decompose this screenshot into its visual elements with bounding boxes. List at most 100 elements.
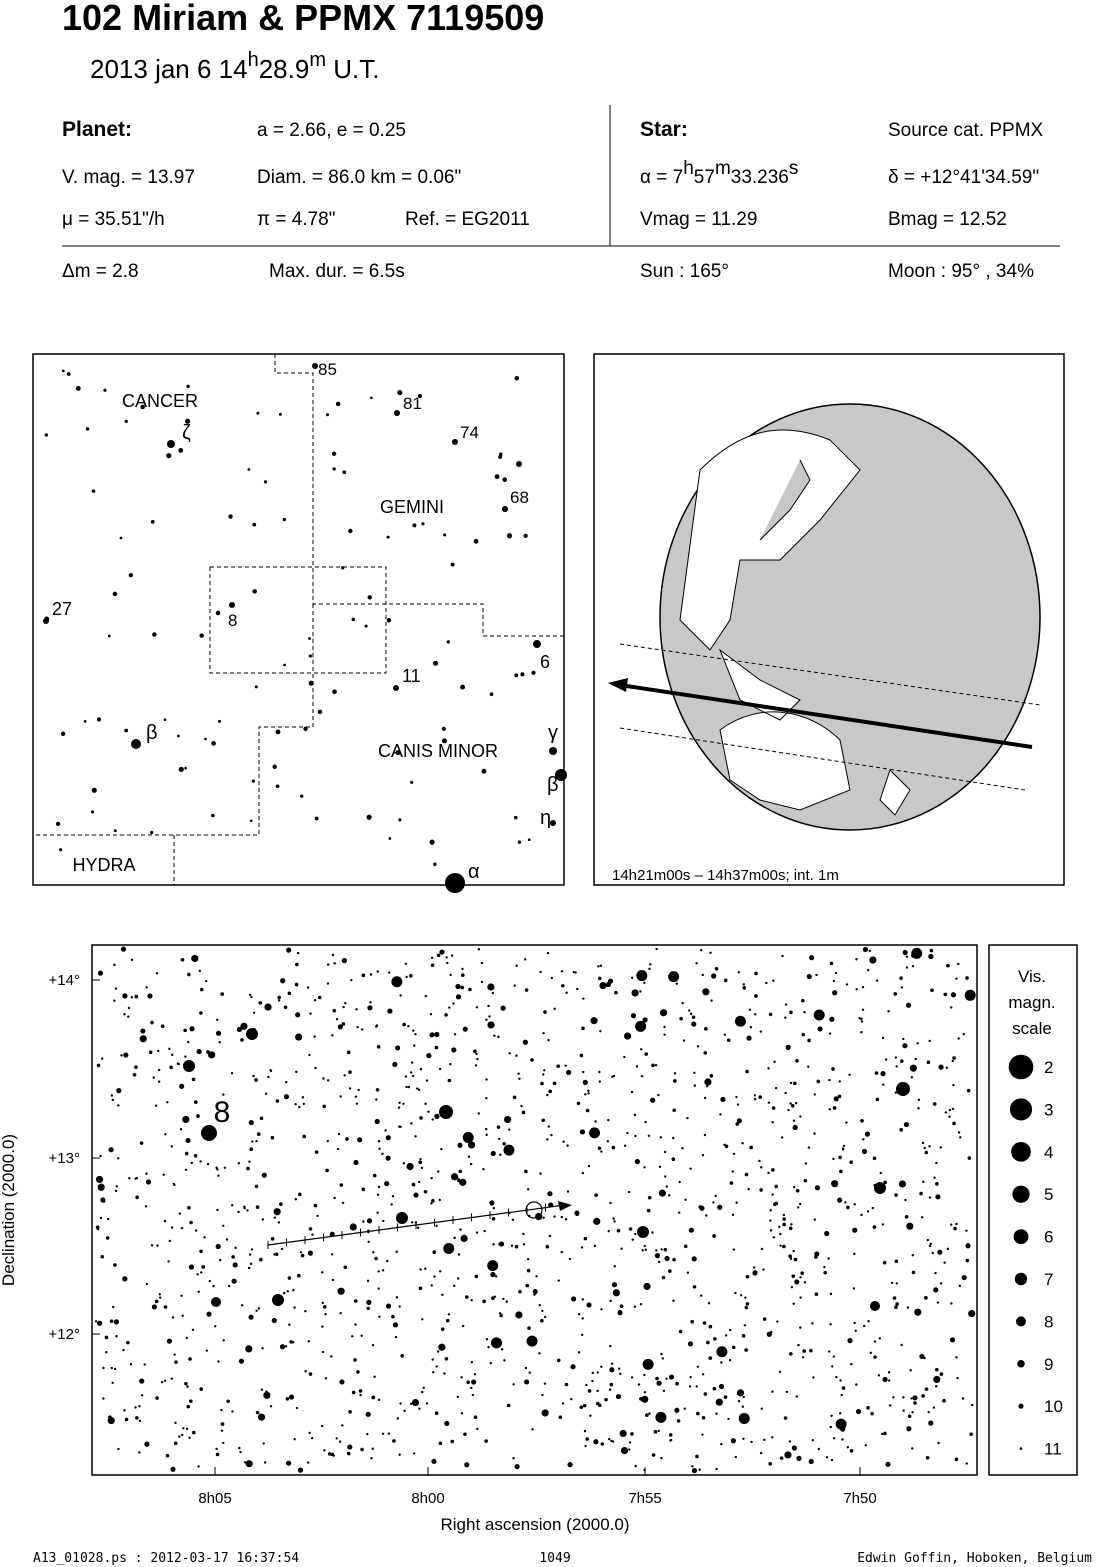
star: [492, 1206, 496, 1210]
star: [331, 1278, 335, 1282]
star: [853, 1321, 856, 1325]
star: [184, 766, 187, 770]
star: [508, 1052, 511, 1055]
star: [91, 787, 97, 793]
star: [272, 764, 277, 770]
star: [348, 1087, 352, 1090]
star: [343, 1265, 348, 1269]
star: [813, 1218, 816, 1221]
star: [314, 816, 319, 821]
star: [855, 1383, 858, 1386]
star: [732, 1152, 736, 1156]
star: [378, 1315, 381, 1318]
star: [782, 1244, 786, 1249]
star: [548, 1234, 552, 1238]
star: [964, 989, 976, 1001]
star: [122, 1276, 128, 1282]
star: [177, 734, 180, 738]
star: [289, 1340, 293, 1344]
star: [611, 1145, 616, 1150]
star: [754, 971, 758, 976]
star: [514, 673, 519, 678]
bright-star: [550, 820, 556, 826]
star: [332, 1454, 335, 1457]
star: [424, 1102, 427, 1105]
star: [949, 1223, 953, 1226]
star: [946, 963, 950, 968]
star: [506, 533, 513, 539]
bright-star: [246, 1028, 258, 1040]
star: [594, 1193, 598, 1197]
star: [560, 970, 564, 973]
star: [134, 1406, 137, 1409]
star: [326, 982, 330, 985]
star: [846, 1446, 850, 1449]
star: [838, 1412, 842, 1415]
star: [111, 1098, 115, 1102]
star: [145, 1282, 149, 1286]
star: [720, 1096, 726, 1103]
star: [97, 970, 104, 976]
star: [361, 973, 366, 978]
star: [862, 946, 869, 953]
star: [460, 1412, 464, 1415]
star: [723, 1395, 728, 1399]
frame: [593, 353, 1065, 886]
star: [384, 1180, 390, 1187]
star: [326, 963, 330, 966]
star: [316, 1214, 319, 1218]
star: [801, 1356, 805, 1359]
star: [951, 1107, 955, 1111]
star: [366, 1279, 370, 1283]
star: [698, 1468, 701, 1471]
star: [491, 1337, 503, 1349]
star: [331, 1253, 334, 1256]
star: [450, 1173, 459, 1181]
star: [217, 719, 222, 723]
star: [311, 1233, 314, 1236]
star: [377, 1270, 380, 1273]
star: [935, 1385, 938, 1388]
star: [676, 1419, 681, 1423]
star: [841, 1438, 844, 1441]
star: [660, 1248, 663, 1251]
star: [620, 1446, 629, 1455]
star: [565, 991, 568, 994]
star: [512, 1383, 515, 1386]
star: [728, 1358, 732, 1362]
star: [332, 467, 336, 471]
star: [158, 1293, 161, 1296]
star: [178, 1435, 181, 1438]
star: [678, 1180, 681, 1184]
star: [436, 1350, 440, 1353]
star: [412, 1452, 416, 1455]
star: [790, 1223, 793, 1226]
legend-title: Vis.: [1018, 967, 1046, 986]
star: [803, 1281, 807, 1284]
star: [763, 1438, 766, 1442]
star: [295, 1012, 301, 1018]
star: [717, 1204, 723, 1210]
footer-center: 1049: [539, 1551, 570, 1566]
star: [185, 1336, 188, 1340]
star: [520, 672, 525, 677]
star: [259, 1116, 264, 1121]
star: [155, 972, 159, 975]
star: [491, 1217, 496, 1221]
star: [188, 1436, 191, 1439]
star: [446, 961, 449, 965]
star: [869, 1351, 873, 1355]
star: [444, 1420, 450, 1427]
legend-label: 7: [1044, 1270, 1053, 1289]
star: [613, 1220, 616, 1223]
star: [600, 1150, 603, 1153]
star: [589, 1414, 592, 1417]
star: [845, 983, 849, 986]
star: [902, 1037, 905, 1041]
star: [907, 1414, 912, 1419]
star: [163, 1379, 167, 1382]
star: [215, 1166, 218, 1169]
star: [167, 1260, 170, 1263]
star: [848, 1073, 851, 1077]
star: [673, 1072, 677, 1075]
